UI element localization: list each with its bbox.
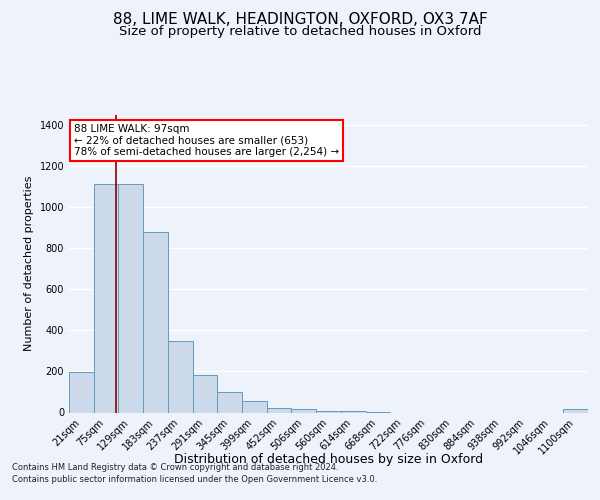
Y-axis label: Number of detached properties: Number of detached properties [24,176,34,352]
Bar [563,410,588,412]
Text: Contains HM Land Registry data © Crown copyright and database right 2024.: Contains HM Land Registry data © Crown c… [12,464,338,472]
Bar [217,392,242,412]
Bar [69,372,94,412]
Text: Contains public sector information licensed under the Open Government Licence v3: Contains public sector information licen… [12,475,377,484]
Bar [143,232,168,412]
Text: Distribution of detached houses by size in Oxford: Distribution of detached houses by size … [174,452,484,466]
Bar [316,411,341,412]
Bar [168,340,193,412]
Text: 88, LIME WALK, HEADINGTON, OXFORD, OX3 7AF: 88, LIME WALK, HEADINGTON, OXFORD, OX3 7… [113,12,487,28]
Bar [242,401,267,412]
Bar [292,410,316,412]
Bar [118,184,143,412]
Text: 88 LIME WALK: 97sqm
← 22% of detached houses are smaller (653)
78% of semi-detac: 88 LIME WALK: 97sqm ← 22% of detached ho… [74,124,340,157]
Text: Size of property relative to detached houses in Oxford: Size of property relative to detached ho… [119,25,481,38]
Bar [267,408,292,412]
Bar [94,184,118,412]
Bar [193,374,217,412]
